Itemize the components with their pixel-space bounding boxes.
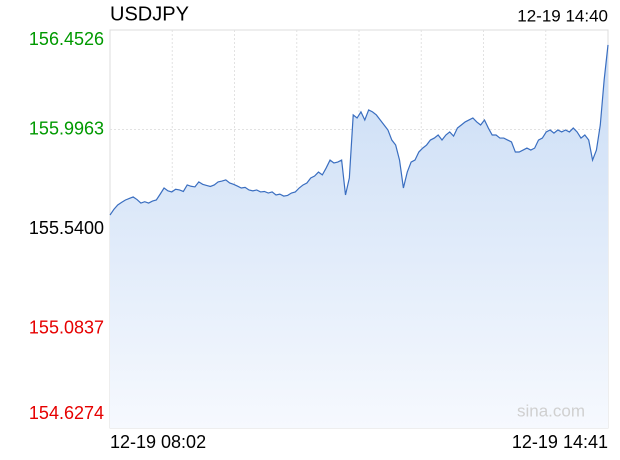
x-label-end: 12-19 14:41: [512, 432, 608, 452]
y-tick-label: 155.9963: [29, 118, 104, 138]
y-tick-label: 156.4526: [29, 29, 104, 49]
plot-area: [109, 29, 609, 429]
y-tick-label: 155.5400: [29, 218, 104, 238]
y-tick-label: 154.6274: [29, 403, 104, 423]
x-label-start: 12-19 08:02: [110, 432, 206, 452]
price-line: [109, 44, 609, 216]
watermark: sina.com: [517, 401, 585, 420]
chart-title: USDJPY: [110, 3, 189, 25]
area: [110, 44, 608, 429]
timestamp: 12-19 14:40: [517, 6, 608, 25]
y-tick-label: 155.0837: [29, 317, 104, 337]
